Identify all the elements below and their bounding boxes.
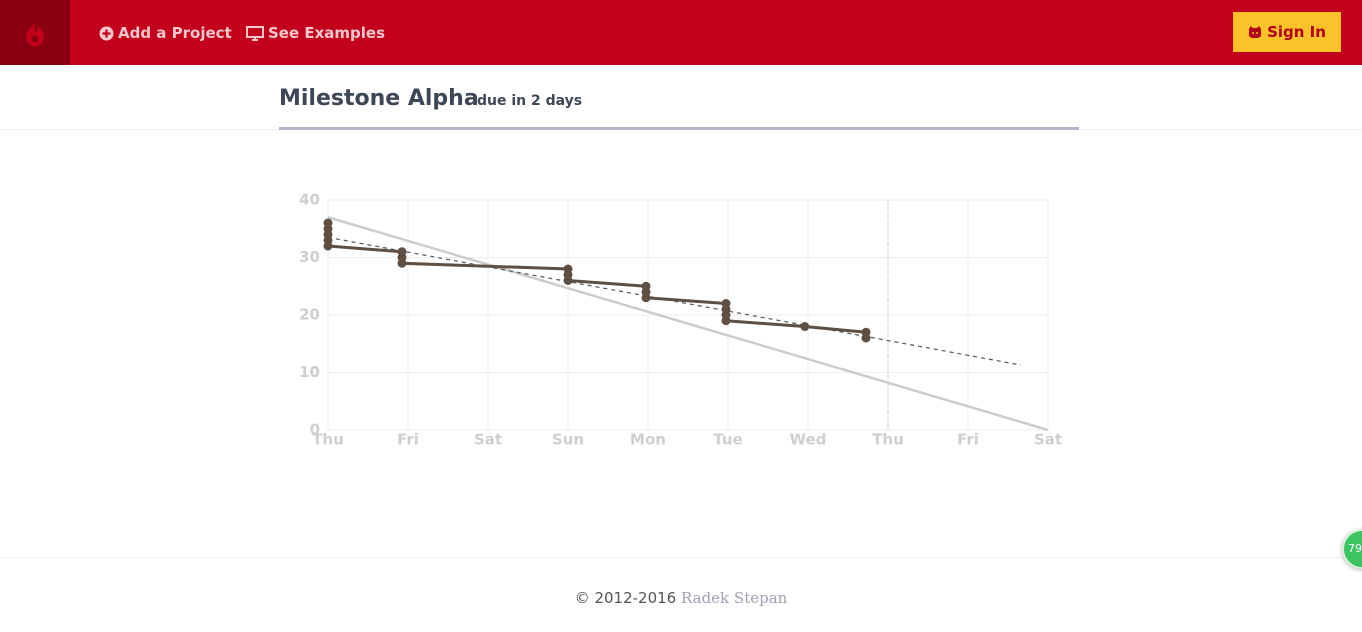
x-tick-label: Fri	[957, 431, 979, 449]
data-point	[800, 322, 810, 331]
nav-link[interactable]: Add a Project	[99, 24, 232, 42]
nav-link[interactable]: See Examples	[246, 24, 385, 42]
x-tick-label: Thu	[872, 431, 904, 449]
footer: © 2012-2016 Radek Stepan	[0, 589, 1362, 607]
nav-link-text: See Examples	[268, 24, 386, 42]
data-point	[861, 333, 871, 343]
x-tick-label: Sat	[1034, 431, 1062, 449]
x-tick-label: Wed	[790, 431, 827, 449]
x-tick-label: Mon	[630, 431, 666, 449]
y-tick-label: 0	[310, 421, 320, 439]
data-point	[563, 276, 573, 285]
x-tick-label: Sat	[474, 431, 502, 449]
divider	[0, 557, 1362, 558]
sign-in-text: Sign In	[1267, 23, 1326, 41]
x-tick-label: Thu	[312, 431, 344, 449]
data-point	[323, 241, 333, 251]
y-tick-label: 30	[299, 248, 320, 266]
nav-link-text: Add a Project	[118, 24, 232, 42]
y-tick-label: 40	[299, 191, 320, 209]
y-tick-label: 20	[299, 306, 320, 324]
data-point	[397, 258, 407, 268]
burndown-chart: 0 10 20 30 40 Thu Fri Sat Sun Mon Tue Wed Thu Fri Sat	[299, 191, 1062, 449]
title-underline	[279, 127, 1079, 130]
x-tick-label: Sun	[552, 431, 584, 449]
series-line	[327, 216, 1049, 432]
x-tick-label: Fri	[397, 431, 419, 449]
logo[interactable]	[0, 0, 70, 65]
data-point	[641, 293, 651, 303]
author-link[interactable]: Radek Stepan	[681, 589, 788, 607]
plus-icon	[99, 26, 114, 40]
github-icon	[1249, 26, 1262, 38]
logo-icon	[26, 23, 44, 46]
badge[interactable]: 79	[1342, 529, 1362, 569]
copyright: © 2012-2016	[574, 589, 677, 607]
sign-in-button[interactable]: Sign In	[1233, 12, 1341, 52]
milestone-title: Milestone Alpha	[279, 86, 479, 111]
series-line	[327, 236, 1021, 366]
monitor-icon	[246, 25, 264, 41]
x-tick-label: Tue	[713, 431, 742, 449]
y-tick-label: 10	[299, 363, 320, 381]
navbar: Add a Project See Examples Sign In	[0, 0, 1362, 65]
data-point	[721, 316, 731, 326]
due-text: due in 2 days	[477, 93, 583, 109]
